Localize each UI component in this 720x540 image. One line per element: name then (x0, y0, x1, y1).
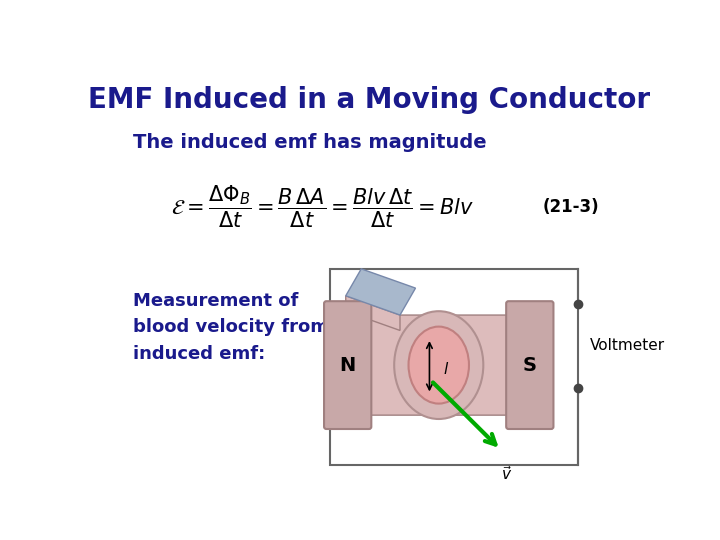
Ellipse shape (408, 327, 469, 403)
FancyBboxPatch shape (365, 315, 513, 415)
Text: $\mathcal{E} = \dfrac{\Delta\Phi_B}{\Delta t} = \dfrac{B\,\Delta A}{\Delta t} = : $\mathcal{E} = \dfrac{\Delta\Phi_B}{\Del… (171, 184, 474, 230)
Text: N: N (339, 356, 356, 375)
Polygon shape (346, 269, 415, 315)
Text: (21-3): (21-3) (542, 198, 599, 216)
Text: Measurement of
blood velocity from
induced emf:: Measurement of blood velocity from induc… (132, 292, 328, 363)
Bar (330, 269, 578, 465)
Text: S: S (523, 356, 536, 375)
Polygon shape (346, 296, 400, 330)
Text: Voltmeter: Voltmeter (590, 339, 665, 353)
FancyBboxPatch shape (324, 301, 372, 429)
Ellipse shape (394, 311, 483, 419)
Text: EMF Induced in a Moving Conductor: EMF Induced in a Moving Conductor (88, 86, 650, 114)
FancyBboxPatch shape (506, 301, 554, 429)
Text: $\vec{v}$: $\vec{v}$ (501, 465, 513, 483)
Text: The induced emf has magnitude: The induced emf has magnitude (132, 132, 486, 152)
Text: $l$: $l$ (443, 361, 449, 377)
